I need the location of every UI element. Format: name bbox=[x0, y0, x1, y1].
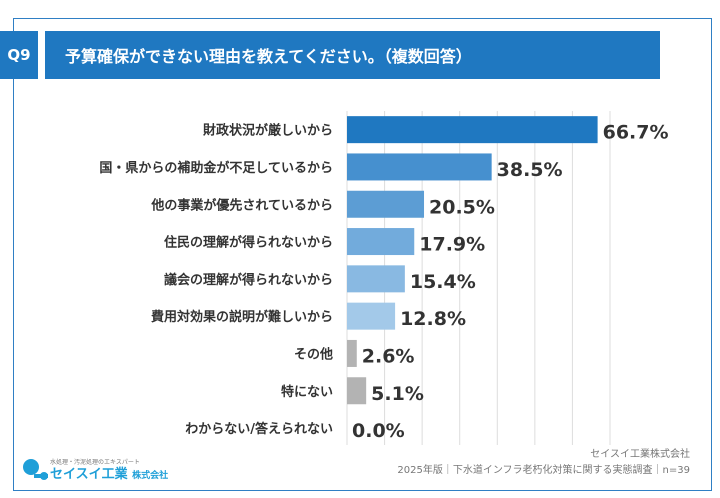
category-label: 他の事業が優先されているから bbox=[150, 197, 333, 213]
bar bbox=[347, 190, 425, 218]
logo-name-text: セイスイ工業 bbox=[50, 467, 128, 482]
data-label: 12.8% bbox=[400, 308, 466, 330]
question-title: 予算確保ができない理由を教えてください。（複数回答） bbox=[45, 31, 660, 79]
bar bbox=[347, 302, 396, 330]
bar bbox=[347, 153, 492, 181]
data-label: 0.0% bbox=[352, 420, 405, 442]
bar bbox=[347, 339, 357, 367]
logo-name: セイスイ工業 株式会社 bbox=[50, 463, 168, 482]
category-label: その他 bbox=[294, 346, 333, 362]
chart-frame bbox=[13, 18, 712, 491]
category-label: 財政状況が厳しいから bbox=[202, 123, 333, 139]
logo-icon bbox=[23, 459, 48, 480]
category-label: わからない/答えられない bbox=[185, 421, 333, 437]
category-label: 特にない bbox=[281, 384, 333, 400]
data-label: 5.1% bbox=[371, 383, 424, 405]
bar bbox=[347, 265, 405, 293]
data-label: 20.5% bbox=[429, 196, 495, 218]
data-label: 38.5% bbox=[497, 159, 563, 181]
logo-suffix: 株式会社 bbox=[132, 471, 169, 481]
data-label: 2.6% bbox=[362, 345, 415, 367]
data-label: 15.4% bbox=[410, 271, 476, 293]
company-credit: セイスイ工業株式会社 bbox=[590, 449, 690, 460]
source-note: 2025年版｜下水道インフラ老朽化対策に関する実態調査｜n=39 bbox=[397, 465, 690, 476]
category-label: 国・県からの補助金が不足しているから bbox=[99, 160, 333, 176]
category-label: 費用対効果の説明が難しいから bbox=[151, 309, 333, 325]
bar bbox=[347, 116, 598, 144]
logo-tagline: 水処理・汚泥処理のエキスパート bbox=[50, 459, 140, 466]
bar bbox=[347, 228, 415, 256]
question-number: Q9 bbox=[0, 31, 38, 79]
bar bbox=[347, 377, 367, 405]
data-label: 17.9% bbox=[419, 234, 485, 256]
category-label: 住民の理解が得られないから bbox=[164, 235, 333, 251]
data-label: 66.7% bbox=[603, 122, 669, 144]
category-label: 議会の理解が得られないから bbox=[164, 272, 333, 288]
